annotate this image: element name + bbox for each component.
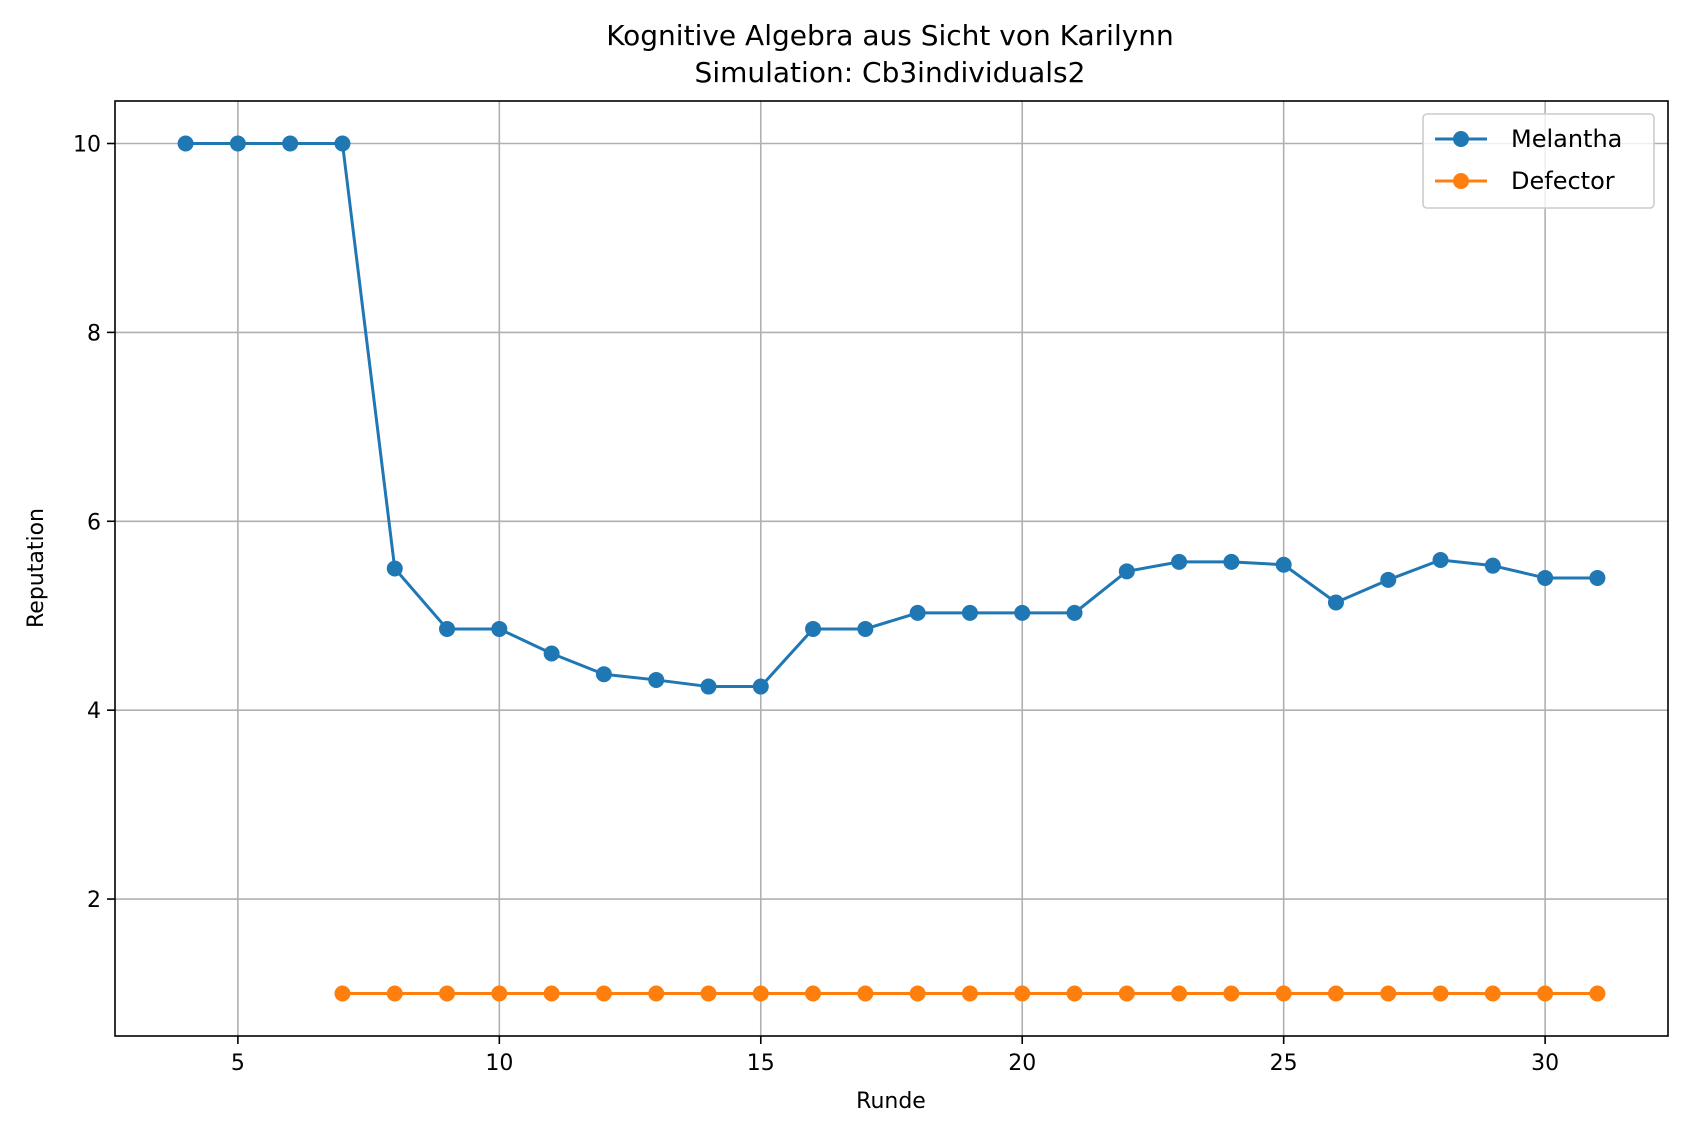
y-tick-label: 4	[87, 699, 101, 724]
chart-subtitle: Simulation: Cb3individuals2	[695, 56, 1086, 89]
series-line-melantha	[185, 142, 1598, 689]
data-point-defector	[334, 985, 351, 1002]
data-point-melantha	[543, 645, 560, 662]
data-point-defector	[1066, 985, 1083, 1002]
x-tick-label: 30	[1531, 1051, 1559, 1076]
data-point-defector	[1380, 985, 1397, 1002]
legend: Melantha Defector	[1422, 113, 1655, 209]
data-point-defector	[909, 985, 926, 1002]
data-point-defector	[857, 985, 874, 1002]
data-point-melantha	[595, 666, 612, 683]
legend-swatch-marker-defector	[1453, 173, 1469, 189]
x-tick-label: 25	[1270, 1051, 1298, 1076]
data-point-defector	[1223, 985, 1240, 1002]
x-tick-label: 5	[231, 1051, 245, 1076]
x-tick-label: 10	[485, 1051, 513, 1076]
data-point-melantha	[1432, 552, 1449, 568]
y-tick-label: 10	[73, 133, 101, 158]
data-point-defector	[1118, 985, 1135, 1002]
data-point-melantha	[752, 678, 769, 695]
data-point-defector	[805, 985, 822, 1002]
data-point-melantha	[1014, 604, 1031, 621]
data-point-defector	[1484, 985, 1501, 1002]
data-point-melantha	[491, 620, 508, 637]
data-point-melantha	[857, 620, 874, 637]
data-point-defector	[491, 985, 508, 1002]
data-point-melantha	[1589, 569, 1606, 586]
legend-label-melantha: Melantha	[1511, 125, 1622, 153]
data-point-defector	[700, 985, 717, 1002]
data-point-melantha	[909, 604, 926, 621]
data-point-melantha	[961, 604, 978, 621]
data-point-melantha	[1066, 604, 1083, 621]
grid	[115, 101, 1668, 1036]
data-point-melantha	[334, 135, 351, 152]
data-point-defector	[543, 985, 560, 1002]
y-tick-label: 8	[87, 321, 101, 346]
series-defector	[334, 985, 1606, 1002]
data-point-melantha	[386, 560, 403, 577]
data-point-defector	[1432, 985, 1449, 1002]
data-point-defector	[386, 985, 403, 1002]
data-point-melantha	[1118, 563, 1135, 580]
data-point-melantha	[1380, 571, 1397, 588]
x-tick-label: 15	[747, 1051, 775, 1076]
data-point-defector	[1589, 985, 1606, 1002]
data-point-melantha	[177, 135, 194, 152]
plot-frame	[114, 100, 1669, 1037]
data-point-defector	[1171, 985, 1188, 1002]
data-point-defector	[1327, 985, 1344, 1002]
legend-label-defector: Defector	[1511, 167, 1615, 195]
data-point-defector	[1275, 985, 1292, 1002]
data-point-melantha	[1275, 556, 1292, 573]
y-tick-label: 2	[87, 888, 101, 913]
data-point-melantha	[805, 620, 822, 637]
data-point-defector	[752, 985, 769, 1002]
x-axis-label: Runde	[856, 1089, 926, 1114]
data-point-melantha	[229, 135, 246, 152]
data-point-defector	[1537, 985, 1554, 1002]
legend-swatch-marker-melantha	[1453, 131, 1469, 147]
data-point-melantha	[282, 135, 299, 152]
data-point-melantha	[700, 678, 717, 695]
data-point-melantha	[1171, 553, 1188, 570]
data-point-defector	[648, 985, 665, 1002]
data-point-melantha	[439, 620, 456, 637]
data-point-melantha	[1484, 557, 1501, 574]
y-tick-label: 6	[87, 510, 101, 535]
data-point-melantha	[1223, 553, 1240, 570]
axis-ticks: 5 10 15 20 25 30 2 4 6 8 10	[73, 133, 1559, 1077]
x-tick-label: 20	[1008, 1051, 1036, 1076]
chart-title: Kognitive Algebra aus Sicht von Karilynn	[606, 19, 1174, 52]
data-point-melantha	[648, 671, 665, 688]
data-point-defector	[595, 985, 612, 1002]
data-point-defector	[439, 985, 456, 1002]
series-melantha	[177, 135, 1606, 695]
data-point-melantha	[1537, 569, 1554, 586]
data-point-melantha	[1327, 594, 1344, 611]
data-point-defector	[1014, 985, 1031, 1002]
series-group	[177, 135, 1606, 1002]
y-axis-label: Reputation	[24, 508, 49, 628]
data-point-defector	[961, 985, 978, 1002]
